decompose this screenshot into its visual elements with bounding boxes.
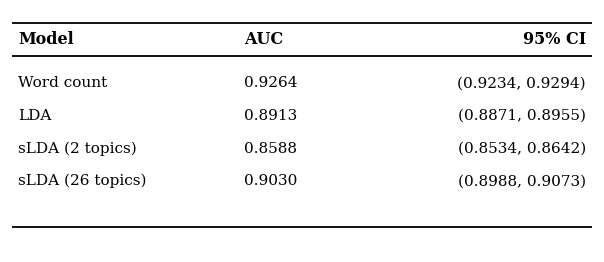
Text: Model: Model — [18, 31, 74, 48]
Text: 0.9030: 0.9030 — [244, 174, 297, 188]
Text: 0.9264: 0.9264 — [244, 76, 298, 90]
Text: sLDA (26 topics): sLDA (26 topics) — [18, 174, 146, 188]
Text: (0.9234, 0.9294): (0.9234, 0.9294) — [457, 76, 586, 90]
Text: 95% CI: 95% CI — [523, 31, 586, 48]
Text: 0.8913: 0.8913 — [244, 109, 297, 123]
Text: sLDA (2 topics): sLDA (2 topics) — [18, 141, 137, 156]
Text: Word count: Word count — [18, 76, 107, 90]
Text: LDA: LDA — [18, 109, 51, 123]
Text: (0.8988, 0.9073): (0.8988, 0.9073) — [458, 174, 586, 188]
Text: (0.8871, 0.8955): (0.8871, 0.8955) — [458, 109, 586, 123]
Text: AUC: AUC — [244, 31, 283, 48]
Text: (0.8534, 0.8642): (0.8534, 0.8642) — [458, 141, 586, 156]
Text: 0.8588: 0.8588 — [244, 141, 297, 156]
